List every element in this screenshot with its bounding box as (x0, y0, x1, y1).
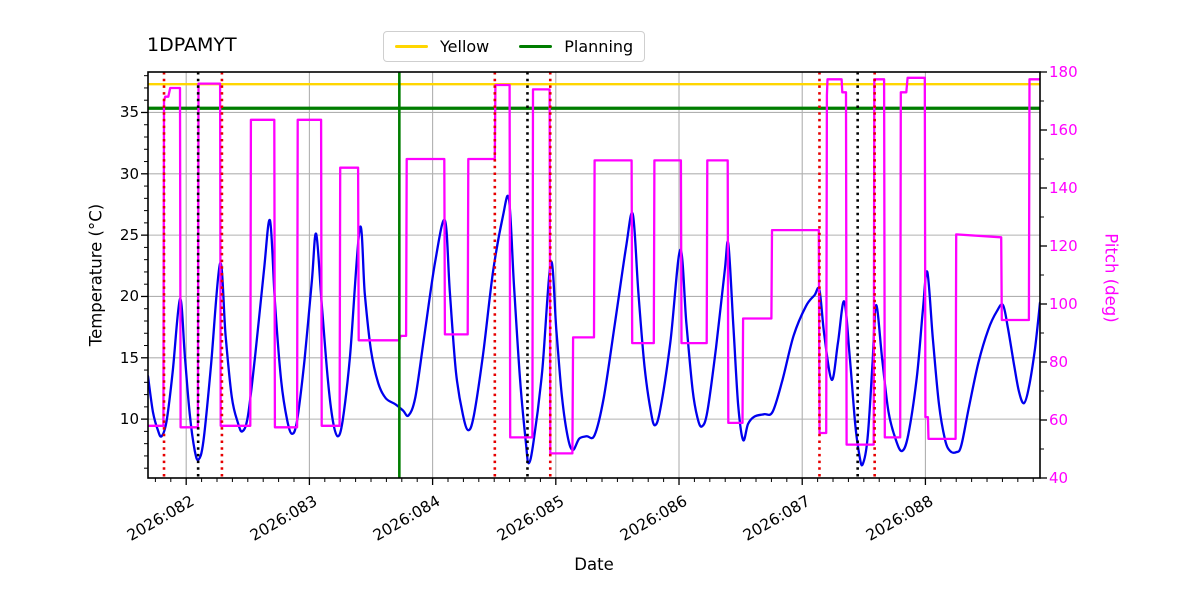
legend-line-planning (519, 44, 553, 49)
legend: Yellow Planning (383, 31, 646, 62)
legend-label-yellow: Yellow (440, 37, 490, 56)
x-axis-label: Date (574, 555, 614, 574)
y-axis-label-left: Temperature (°C) (86, 203, 106, 347)
legend-line-yellow (395, 44, 428, 49)
y-axis-label-right: Pitch (deg) (1101, 233, 1121, 323)
temperature-series (148, 194, 1040, 467)
axis-ticks (141, 71, 1047, 485)
pitch-series (148, 76, 1040, 455)
legend-label-planning: Planning (564, 37, 634, 56)
chart-title: 1DPAMYT (147, 34, 237, 56)
